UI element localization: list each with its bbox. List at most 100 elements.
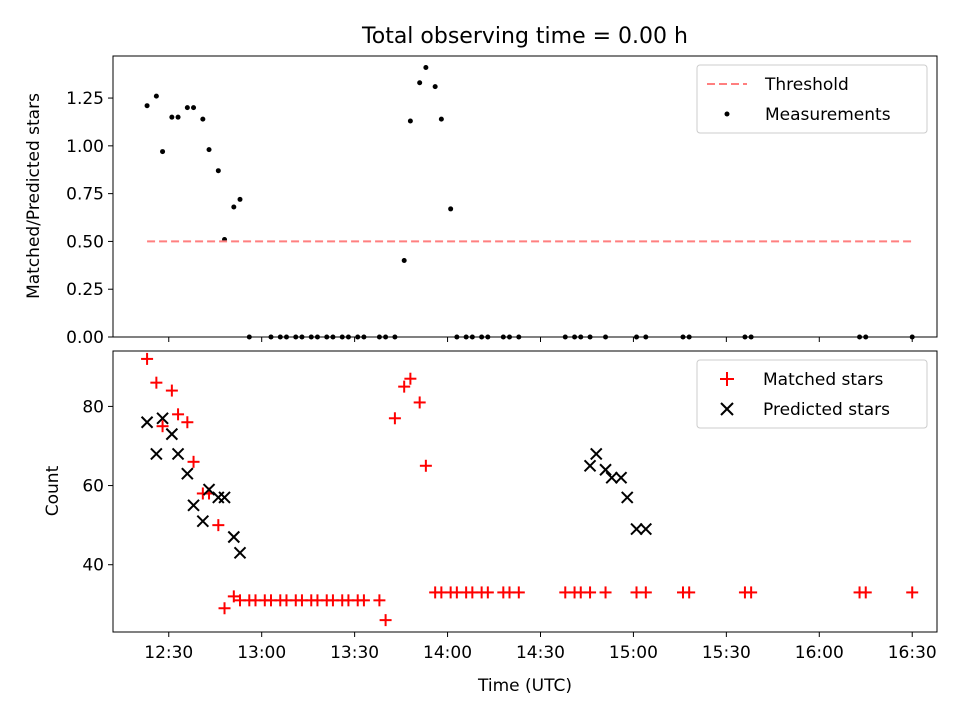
measurement-point [215,168,221,174]
matched-star-point [181,416,194,429]
matched-star-point [599,586,612,599]
bottom-axes-frame [112,350,938,633]
measurement-point [175,114,181,120]
top-axes-frame [112,55,938,338]
top-legend: Threshold Measurements [696,64,928,134]
legend-threshold-label: Threshold [764,75,849,95]
predicted-star-point [599,463,612,476]
predicted-star-point [165,427,179,441]
bottom-y-ticks: 40 60 80 [82,397,113,576]
top-y-tick-label: 0.25 [66,280,104,300]
predicted-star-point [196,514,210,528]
measurement-point [153,93,159,99]
predicted-star-point [181,467,194,480]
predicted-star-point [590,447,603,461]
matched-star-point [227,590,240,603]
predicted-star-point [614,471,628,484]
top-legend-box [696,64,928,134]
bottom-x-tick-label: 15:00 [609,643,658,663]
legend-matched-swatch [720,372,734,386]
predicted-star-point [212,491,225,504]
matched-star-point [683,586,696,599]
top-y-tick-label: 0.00 [66,328,104,348]
measurement-point [231,204,237,210]
predicted-star-point [233,546,247,560]
top-y-tick-label: 1.00 [66,137,104,157]
matched-star-point [165,384,178,397]
bottom-legend: Matched stars Predicted stars [696,359,928,429]
measurement-point [417,80,423,86]
predicted-star-point [156,412,169,425]
matched-star-point [172,408,185,421]
predicted-star-point [605,471,618,484]
bottom-y-axis-label: Count [43,465,63,516]
predicted-star-point [630,522,643,536]
bottom-x-tick-label: 13:00 [237,643,286,663]
predicted-star-point [187,499,200,512]
predicted-star-point [140,416,154,429]
predicted-star-point [150,447,163,461]
measurement-point [423,64,429,70]
predicted-star-point [583,459,597,472]
top-y-axis-label: Matched/Predicted stars [24,93,44,299]
chart-title: Total observing time = 0.00 h [361,24,688,49]
bottom-x-ticks: 12:30 13:00 13:30 14:00 14:30 15:00 15:30 16:00… [144,632,937,663]
top-y-tick-label: 1.25 [66,89,104,109]
predicted-star-point [218,491,231,504]
matched-star-point [373,594,386,607]
matched-star-point [398,380,411,393]
legend-predicted-swatch [720,402,734,416]
measurement-point [144,103,150,109]
matched-star-point [218,602,231,615]
measurement-point [200,116,206,122]
matched-star-point [639,586,652,599]
matched-star-point [584,586,597,599]
bottom-x-tick-label: 14:00 [423,643,472,663]
matched-star-point [141,352,154,365]
matched-star-point [512,586,525,599]
measurement-point [184,105,190,111]
bottom-x-tick-label: 14:30 [516,643,565,663]
bottom-y-tick-label: 80 [82,397,104,417]
predicted-star-point [621,491,634,504]
matched-star-point [388,412,401,425]
matched-star-point [212,519,225,532]
legend-measurements-swatch [724,111,730,117]
top-y-tick-label: 0.50 [66,232,104,252]
count-points [140,352,919,627]
measurement-point [191,105,197,111]
matched-star-point [156,420,169,433]
measurement-point [237,196,243,202]
matched-star-point [745,586,758,599]
predicted-star-point [171,447,185,461]
predicted-star-point [227,530,241,544]
bottom-x-tick-label: 15:30 [702,643,751,663]
matched-star-point [906,586,919,599]
matched-star-point [187,455,200,468]
measurement-point [438,116,444,122]
legend-matched-label: Matched stars [763,370,883,390]
bottom-x-tick-label: 16:00 [795,643,844,663]
measurement-point [169,114,175,120]
matched-star-point [419,459,432,472]
measurement-point [401,258,407,264]
matched-star-point [481,586,494,599]
top-x-ticks [168,337,913,342]
bottom-x-axis-label: Time (UTC) [477,676,572,696]
bottom-x-tick-label: 16:30 [888,643,937,663]
bottom-x-tick-label: 13:30 [330,643,379,663]
matched-star-point [357,594,370,607]
matched-star-point [404,372,417,385]
measurement-point [448,206,454,212]
bottom-y-tick-label: 60 [82,477,104,497]
bottom-y-tick-label: 40 [82,556,104,576]
matched-star-point [379,614,392,627]
bottom-legend-box [696,359,928,429]
bottom-x-tick-label: 12:30 [144,643,193,663]
top-panel: 0.00 0.25 0.50 0.75 1.00 1.25 Matched/Predict… [24,55,938,348]
matched-star-point [413,396,426,409]
matched-star-point [859,586,872,599]
measurement-point [206,147,212,153]
predicted-star-point [639,522,653,536]
